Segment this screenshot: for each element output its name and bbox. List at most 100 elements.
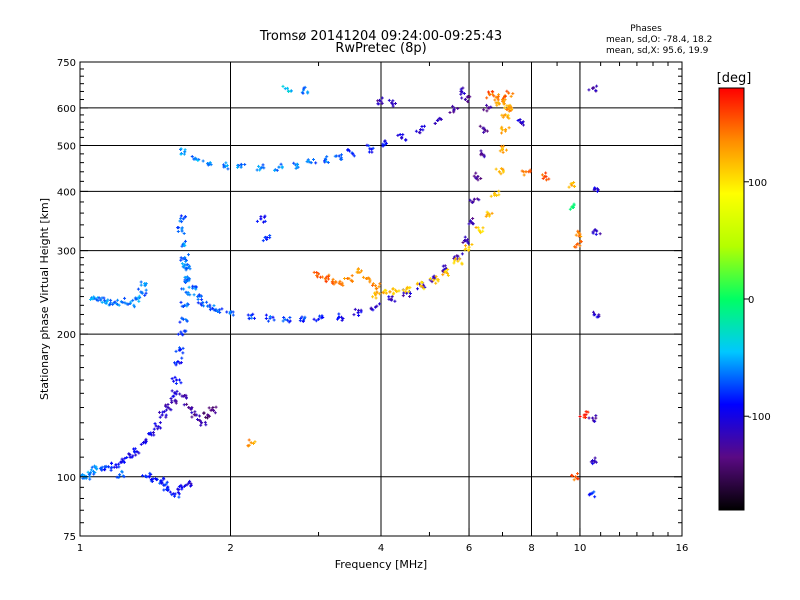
data-point-scatter — [365, 143, 369, 147]
data-point-scatter — [521, 120, 525, 124]
data-point-scatter — [133, 447, 137, 451]
data-point-scatter — [261, 163, 265, 167]
data-point-scatter — [579, 240, 583, 244]
data-point-scatter — [468, 198, 472, 202]
data-point-scatter — [211, 306, 215, 310]
data-point-scatter — [199, 423, 203, 427]
data-point-scatter — [315, 270, 319, 274]
data-point-scatter — [507, 126, 511, 130]
data-point-scatter — [177, 495, 181, 499]
data-point-scatter — [184, 395, 188, 399]
data-point-scatter — [387, 98, 391, 102]
data-point-scatter — [86, 470, 90, 474]
data-point-scatter — [474, 171, 478, 175]
data-point-scatter — [489, 105, 493, 109]
data-point-scatter — [148, 471, 152, 475]
data-point-scatter — [260, 165, 264, 169]
data-point-scatter — [337, 312, 341, 316]
data-point-scatter — [226, 167, 230, 171]
data-point-scatter — [572, 202, 576, 206]
data-point-scatter — [168, 490, 172, 494]
data-point-scatter — [415, 282, 419, 286]
data-point-scatter — [369, 306, 373, 310]
data-point-scatter — [190, 415, 194, 419]
data-point-scatter — [179, 483, 183, 487]
data-point-scatter — [193, 410, 197, 414]
data-point — [591, 416, 595, 420]
data-point-scatter — [544, 178, 548, 182]
data-point-scatter — [572, 478, 576, 482]
data-point-scatter — [436, 279, 440, 283]
data-point-scatter — [181, 257, 185, 261]
data-point-scatter — [183, 148, 187, 152]
data-point-scatter — [117, 462, 121, 466]
data-point-scatter — [485, 96, 489, 100]
data-point-scatter — [462, 91, 466, 95]
data-point — [497, 170, 501, 174]
data-point-scatter — [318, 314, 322, 318]
data-point-scatter — [458, 257, 462, 261]
data-point-scatter — [204, 415, 208, 419]
data-point — [187, 481, 191, 485]
data-point-scatter — [352, 313, 356, 317]
y-tick-label: 600 — [57, 104, 76, 115]
data-point-scatter — [540, 173, 544, 177]
data-point-scatter — [414, 129, 418, 133]
data-point-scatter — [202, 304, 206, 308]
data-point-scatter — [185, 304, 189, 308]
data-point-scatter — [393, 101, 397, 105]
data-point-scatter — [391, 102, 395, 106]
data-point-scatter — [280, 166, 284, 170]
data-point-scatter — [298, 319, 302, 323]
data-point-scatter — [137, 294, 141, 298]
data-point-scatter — [314, 319, 318, 323]
data-point-scatter — [139, 442, 143, 446]
data-point-scatter — [484, 214, 488, 218]
data-point — [151, 477, 155, 481]
data-point-scatter — [335, 317, 339, 321]
data-point-scatter — [275, 168, 279, 172]
data-point-scatter — [378, 282, 382, 286]
data-point-scatter — [112, 465, 116, 469]
data-point-scatter — [173, 375, 177, 379]
data-point-scatter — [200, 298, 204, 302]
data-point — [277, 165, 281, 169]
data-point-scatter — [182, 394, 186, 398]
data-point-scatter — [331, 281, 335, 285]
data-point-scatter — [567, 185, 571, 189]
data-point-scatter — [252, 316, 256, 320]
data-point-scatter — [195, 285, 199, 289]
data-point-scatter — [225, 164, 229, 168]
data-point-scatter — [268, 315, 272, 319]
data-point-scatter — [485, 129, 489, 133]
data-point-scatter — [306, 159, 310, 163]
data-point-scatter — [505, 89, 509, 93]
data-point — [135, 450, 139, 454]
data-point-scatter — [176, 487, 180, 491]
data-point-scatter — [188, 267, 192, 271]
data-point-scatter — [183, 484, 187, 488]
data-point-scatter — [586, 410, 590, 414]
x-tick-label: 4 — [378, 543, 384, 554]
data-point-scatter — [120, 460, 124, 464]
data-point-scatter — [544, 175, 548, 179]
data-point-scatter — [115, 465, 119, 469]
data-point-scatter — [591, 458, 595, 462]
data-point-scatter — [481, 126, 485, 130]
data-point-scatter — [202, 411, 206, 415]
data-point-scatter — [198, 414, 202, 418]
data-point-scatter — [592, 460, 596, 464]
data-point-scatter — [375, 287, 379, 291]
data-point-scatter — [593, 419, 597, 423]
data-point-scatter — [289, 89, 293, 93]
x-axis: 1 2 4 6 8 10 16 — [77, 62, 688, 554]
data-point-scatter — [171, 394, 175, 398]
data-point-scatter — [383, 143, 387, 147]
data-point-scatter — [343, 277, 347, 281]
data-point-scatter — [100, 300, 104, 304]
data-point-scatter — [88, 477, 92, 481]
data-point-scatter — [164, 408, 168, 412]
data-point-scatter — [207, 414, 211, 418]
data-point-scatter — [182, 152, 186, 156]
y-tick-label: 400 — [57, 187, 76, 198]
